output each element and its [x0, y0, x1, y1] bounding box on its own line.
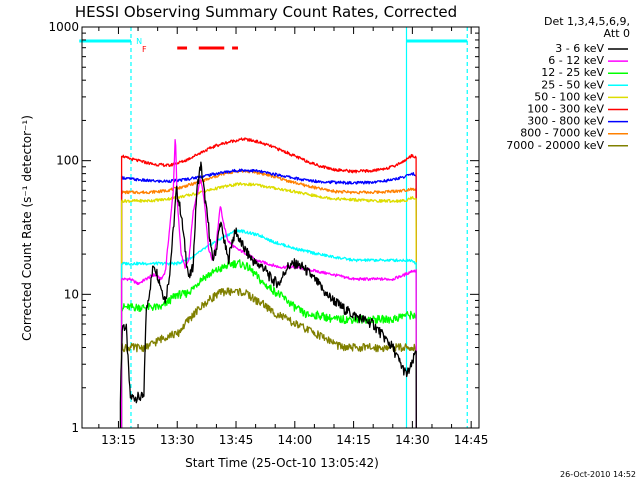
flare-flag-label: F: [142, 45, 147, 54]
series-line-100-300kev: [120, 137, 417, 428]
x-tick-label: 13:15: [101, 433, 136, 447]
x-tick-label: 13:30: [160, 433, 195, 447]
legend-label: 25 - 50 keV: [541, 78, 604, 91]
legend-label: 3 - 6 keV: [555, 42, 604, 55]
y-tick-label: 10: [64, 287, 79, 301]
legend-label: 6 - 12 keV: [548, 54, 604, 67]
y-tick-label: 1000: [48, 20, 79, 34]
series-line-6-12kev: [120, 139, 417, 428]
plot-frame: [81, 26, 480, 429]
series-line-12-25kev: [120, 259, 417, 428]
y-tick-label: 1: [71, 421, 79, 435]
legend-label: 800 - 7000 keV: [520, 127, 604, 140]
plot-content: [119, 27, 468, 428]
y-tick-label: 100: [56, 154, 79, 168]
legend-header-attenuator: Att 0: [604, 27, 630, 40]
legend-header-detectors: Det 1,3,4,5,6,9,: [544, 15, 630, 28]
series-line-7000-20000kev: [120, 287, 417, 428]
series-line-300-800kev: [120, 168, 417, 428]
x-tick-label: 13:45: [219, 433, 254, 447]
legend-label: 100 - 300 keV: [527, 103, 604, 116]
chart-title: HESSI Observing Summary Count Rates, Cor…: [75, 3, 457, 21]
x-axis-label: Start Time (25-Oct-10 13:05:42): [185, 456, 379, 470]
series-line-800-7000kev: [120, 169, 417, 428]
legend-label: 300 - 800 keV: [527, 115, 604, 128]
night-flag-label: N: [136, 37, 142, 46]
legend-label: 12 - 25 keV: [541, 66, 604, 79]
x-tick-label: 14:30: [395, 433, 430, 447]
timestamp: 26-Oct-2010 14:52: [560, 470, 636, 479]
x-tick-label: 14:00: [278, 433, 313, 447]
axis-ticks: 13:15 13:30 13:45 14:00 14:15 14:30 14:45 1 10 10…: [48, 20, 488, 447]
legend-label: 50 - 100 keV: [534, 90, 604, 103]
x-tick-label: 14:15: [336, 433, 371, 447]
legend-label: 7000 - 20000 keV: [506, 139, 604, 152]
flag-bars: NF: [79, 37, 468, 54]
y-axis-label: Corrected Count Rate (s⁻¹ detector⁻¹): [20, 115, 34, 341]
axes: [81, 26, 480, 429]
x-tick-label: 14:45: [454, 433, 489, 447]
series-line-25-50kev: [120, 229, 417, 428]
series-line-50-100kev: [120, 182, 417, 428]
series-line-3-6kev: [119, 161, 417, 428]
